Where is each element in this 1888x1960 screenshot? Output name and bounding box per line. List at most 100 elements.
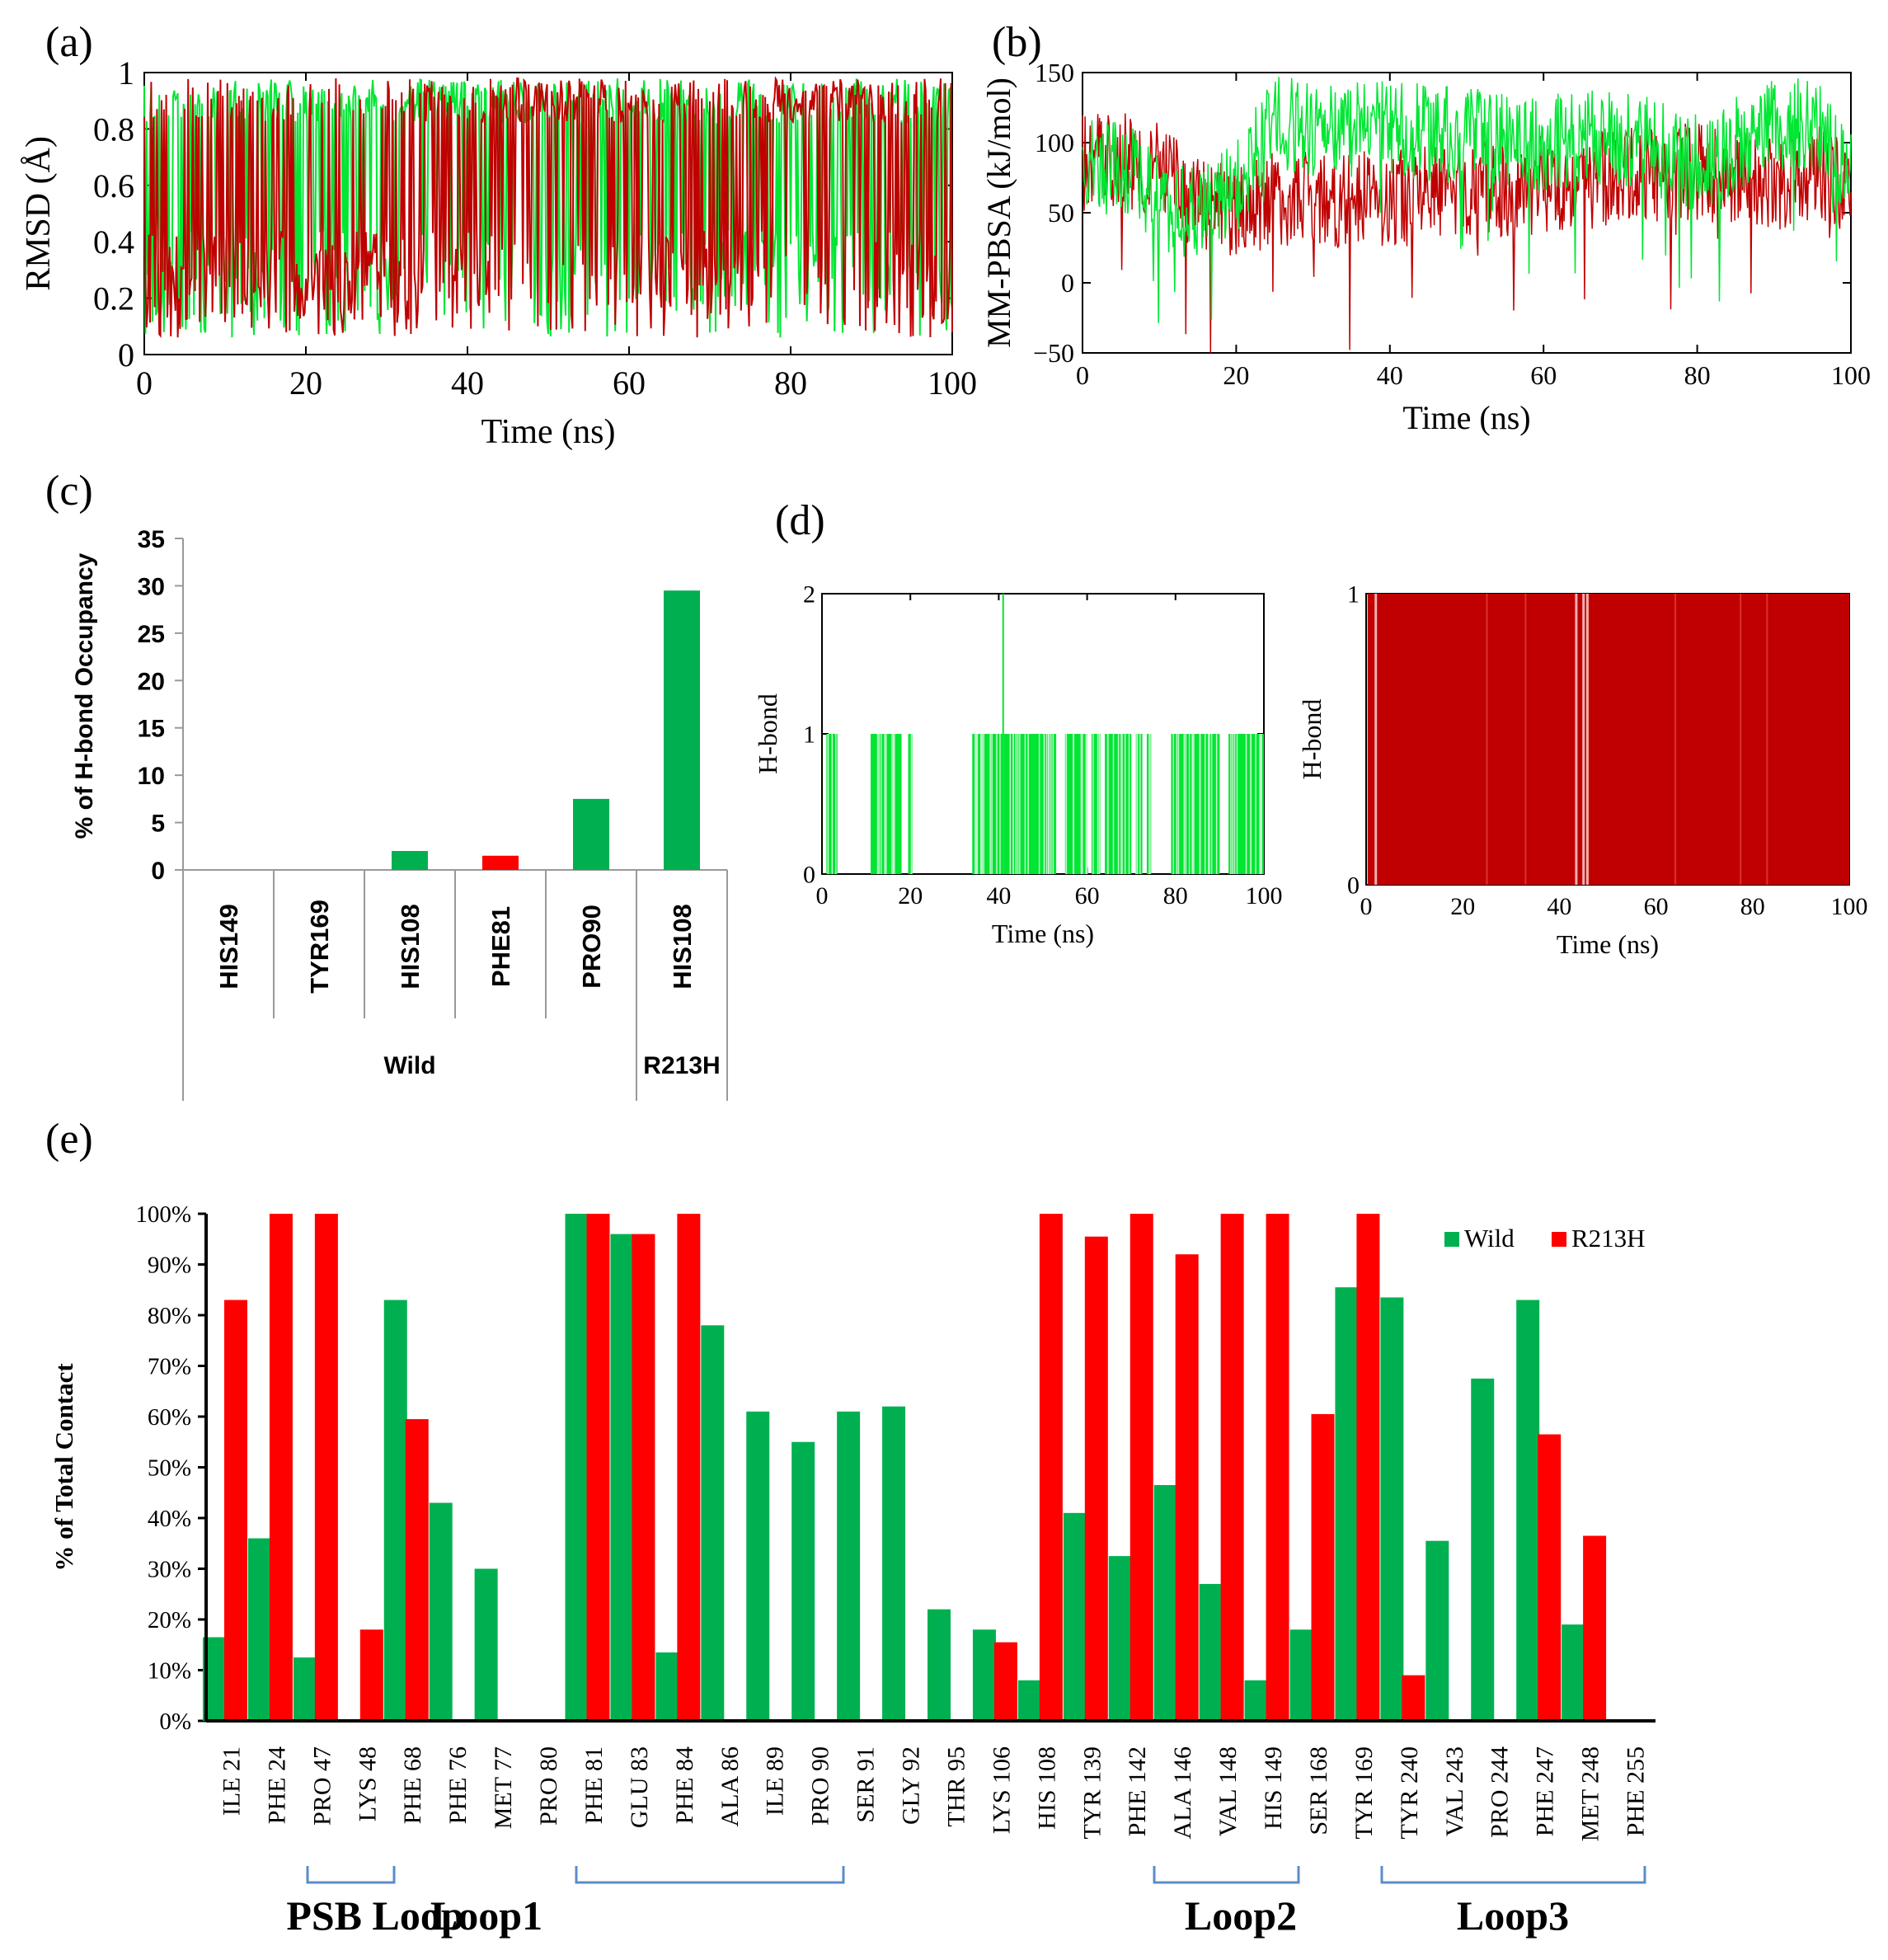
- category-label: PHE 24: [263, 1746, 290, 1824]
- bar: [392, 851, 428, 870]
- x-tick-label: 20: [1223, 360, 1249, 390]
- category-label: PHE 81: [580, 1746, 608, 1824]
- bar-wild: [429, 1502, 453, 1721]
- bar-r213h: [586, 1214, 610, 1721]
- bar-r213h: [993, 1642, 1017, 1721]
- bar: [573, 798, 609, 870]
- category-label: MET 77: [490, 1746, 517, 1829]
- y-tick-label: 0: [803, 862, 815, 889]
- x-axis-label: Time (ns): [1402, 399, 1530, 436]
- category-label: ALA 146: [1169, 1746, 1196, 1840]
- panel-c: 0 5 10 15 20 25 30 35 % of H-bond Occupancy HIS14…: [71, 526, 728, 1101]
- bar-wild: [1153, 1485, 1177, 1721]
- x-tick-label: 60: [1075, 882, 1100, 909]
- x-tick-label: 0: [136, 364, 153, 402]
- bar-wild: [1289, 1629, 1313, 1721]
- x-tick-label: 80: [1684, 360, 1711, 390]
- x-axis-label: Time (ns): [481, 413, 616, 451]
- panel-label: (a): [45, 19, 93, 66]
- x-axis-label: Time (ns): [1557, 929, 1659, 959]
- category-label: HIS 149: [1260, 1746, 1287, 1830]
- panel-label: (e): [45, 1116, 93, 1163]
- bar-r213h: [269, 1214, 293, 1721]
- category-label: HIS108: [668, 904, 697, 989]
- bar-wild: [746, 1411, 770, 1721]
- category-label: SER 91: [852, 1746, 880, 1823]
- x-tick-label: 20: [898, 882, 923, 909]
- category-label: ALA 86: [716, 1746, 744, 1827]
- bar-wild: [928, 1609, 951, 1721]
- loop-bracket: [575, 1866, 845, 1884]
- y-tick-label: 0.8: [93, 110, 134, 148]
- loop-label: Loop1: [430, 1892, 542, 1939]
- bar-wild: [1516, 1300, 1540, 1721]
- category-label: GLY 92: [898, 1746, 925, 1825]
- category-label: SER 168: [1305, 1746, 1332, 1835]
- bar-wild: [1063, 1512, 1087, 1721]
- category-label: PHE 76: [444, 1746, 472, 1824]
- hbond-block: [908, 734, 913, 874]
- x-tick-label: 100: [1246, 882, 1283, 909]
- x-tick-label: 100: [928, 364, 977, 402]
- y-tick-label: 15: [138, 716, 165, 743]
- legend-label: R213H: [1571, 1224, 1646, 1253]
- bar-wild: [1199, 1583, 1223, 1721]
- loop-label: Loop2: [1185, 1892, 1297, 1939]
- y-axis-label: RMSD (Å): [20, 136, 58, 291]
- bar-wild: [474, 1568, 498, 1721]
- y-tick-label: 0: [118, 336, 134, 374]
- category-label: MET 248: [1577, 1746, 1604, 1841]
- bar-wild: [701, 1325, 725, 1721]
- bar-wild: [1425, 1540, 1449, 1721]
- y-tick-label: −50: [1033, 338, 1074, 368]
- x-tick-label: 40: [1377, 360, 1403, 390]
- y-axis-label: % of Total Contact: [49, 1363, 78, 1572]
- x-tick-label: 100: [1831, 360, 1871, 390]
- bar-wild: [655, 1652, 679, 1721]
- x-tick-label: 0: [816, 882, 829, 909]
- y-axis-label: H-bond: [1297, 699, 1327, 780]
- y-tick-label: 30: [138, 573, 165, 600]
- y-axis-label: MM-PBSA (kJ/mol): [980, 78, 1017, 348]
- loop-bracket: [306, 1866, 396, 1884]
- bar-wild: [791, 1441, 815, 1721]
- bar-r213h: [1175, 1254, 1199, 1721]
- y-tick-label: 35: [138, 526, 165, 553]
- category-label: TYR 139: [1078, 1746, 1106, 1840]
- bar-wild: [610, 1234, 634, 1721]
- panel-label: (d): [775, 497, 825, 544]
- y-tick-label: 10: [138, 763, 165, 790]
- bar-wild: [1108, 1556, 1132, 1721]
- x-tick-label: 60: [1644, 893, 1669, 920]
- category-label: HIS108: [396, 904, 425, 989]
- x-tick-label: 100: [1831, 893, 1868, 920]
- y-tick-label: 40%: [148, 1506, 191, 1532]
- x-tick-label: 0: [1076, 360, 1089, 390]
- y-axis-label: % of H-bond Occupancy: [71, 552, 98, 839]
- category-label: HIS 108: [1033, 1746, 1060, 1830]
- y-tick-label: 30%: [148, 1557, 191, 1583]
- category-label: ILE 21: [218, 1746, 245, 1816]
- group-label: R213H: [643, 1052, 720, 1079]
- y-tick-label: 1: [1347, 581, 1360, 609]
- bar-r213h: [677, 1214, 701, 1721]
- series-line-r213h: [143, 76, 953, 338]
- y-axis-label: H-bond: [753, 693, 782, 774]
- bar-r213h: [1220, 1214, 1244, 1721]
- y-tick-label: 20%: [148, 1607, 191, 1633]
- y-tick-label: 25: [138, 621, 165, 648]
- bar-r213h: [1538, 1434, 1562, 1721]
- hbond-block: [1135, 734, 1143, 874]
- y-tick-label: 0.2: [93, 280, 134, 317]
- bar-wild: [1244, 1680, 1268, 1721]
- bar-r213h: [1402, 1675, 1425, 1721]
- category-label: GLU 83: [626, 1746, 653, 1828]
- y-tick-label: 2: [803, 581, 815, 609]
- y-tick-label: 1: [803, 721, 815, 749]
- bar-wild: [1380, 1297, 1404, 1721]
- x-tick-label: 60: [613, 364, 646, 402]
- y-tick-label: 90%: [148, 1253, 191, 1279]
- category-label: LYS 48: [354, 1746, 381, 1821]
- category-label: VAL 148: [1214, 1746, 1242, 1836]
